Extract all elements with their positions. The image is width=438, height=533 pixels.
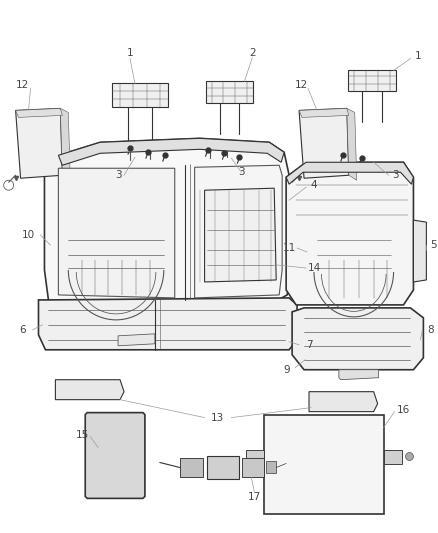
- Text: 9: 9: [284, 365, 290, 375]
- Circle shape: [97, 453, 133, 488]
- Polygon shape: [194, 165, 282, 298]
- Polygon shape: [264, 415, 384, 514]
- Polygon shape: [16, 108, 62, 117]
- Text: 12: 12: [16, 80, 29, 91]
- Circle shape: [107, 429, 123, 445]
- Text: 15: 15: [76, 430, 89, 440]
- Circle shape: [107, 463, 123, 479]
- Text: 3: 3: [238, 167, 245, 177]
- Circle shape: [406, 453, 413, 461]
- Text: 1: 1: [127, 47, 133, 58]
- Polygon shape: [60, 108, 71, 180]
- Text: 8: 8: [427, 325, 434, 335]
- Text: 3: 3: [392, 170, 399, 180]
- Polygon shape: [339, 370, 378, 379]
- Text: 17: 17: [247, 492, 261, 503]
- Text: 13: 13: [211, 413, 224, 423]
- Text: 16: 16: [397, 405, 410, 415]
- Polygon shape: [118, 334, 155, 346]
- Polygon shape: [207, 456, 240, 480]
- Polygon shape: [347, 108, 357, 180]
- Polygon shape: [266, 462, 276, 473]
- Polygon shape: [299, 108, 349, 178]
- Polygon shape: [242, 457, 264, 478]
- Text: 3: 3: [115, 170, 121, 180]
- Polygon shape: [39, 298, 297, 350]
- Text: 7: 7: [306, 340, 312, 350]
- Text: 2: 2: [249, 47, 256, 58]
- Polygon shape: [16, 108, 62, 178]
- Polygon shape: [205, 188, 276, 282]
- Circle shape: [97, 418, 133, 455]
- Text: 10: 10: [22, 230, 35, 240]
- Polygon shape: [44, 139, 291, 308]
- Circle shape: [267, 502, 277, 511]
- Polygon shape: [286, 162, 413, 184]
- Text: 6: 6: [19, 325, 26, 335]
- Polygon shape: [348, 69, 396, 92]
- Polygon shape: [299, 108, 349, 117]
- Text: 14: 14: [307, 263, 321, 273]
- Polygon shape: [112, 84, 168, 108]
- Polygon shape: [85, 413, 145, 498]
- Polygon shape: [58, 139, 284, 165]
- Polygon shape: [286, 162, 413, 305]
- Text: 4: 4: [311, 180, 317, 190]
- Polygon shape: [292, 308, 424, 370]
- Circle shape: [267, 417, 277, 427]
- Polygon shape: [180, 457, 203, 478]
- Text: 5: 5: [430, 240, 437, 250]
- Text: 1: 1: [415, 51, 422, 61]
- Text: 12: 12: [294, 80, 307, 91]
- Text: 11: 11: [283, 243, 296, 253]
- Polygon shape: [205, 82, 253, 103]
- Polygon shape: [309, 392, 378, 411]
- Polygon shape: [246, 449, 264, 464]
- Polygon shape: [384, 449, 402, 464]
- Polygon shape: [413, 220, 426, 282]
- Polygon shape: [58, 168, 175, 298]
- Polygon shape: [55, 379, 124, 400]
